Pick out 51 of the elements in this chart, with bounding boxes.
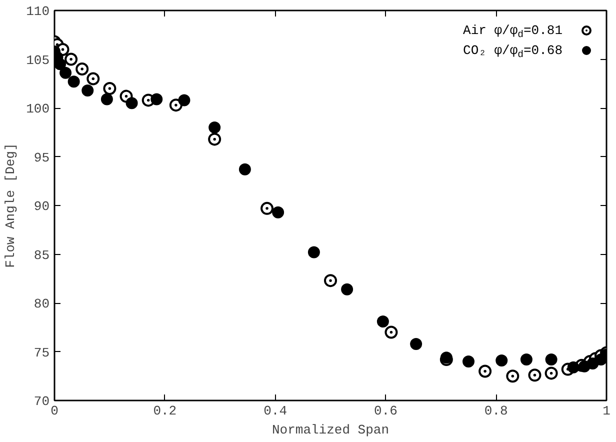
point (150, 93, 163, 106)
point (308, 246, 320, 258)
point (506, 370, 520, 383)
point (567, 361, 580, 374)
y-tick-label: 80 (34, 296, 50, 312)
point (478, 364, 492, 378)
point (169, 98, 182, 112)
point (341, 283, 354, 296)
point (520, 354, 532, 366)
x-tick-label: 0 (50, 404, 58, 418)
point (238, 163, 251, 176)
point (544, 366, 558, 380)
point (103, 82, 116, 95)
point (410, 338, 422, 350)
point (126, 97, 138, 110)
y-tick-label: 85 (34, 248, 50, 263)
point (376, 316, 389, 328)
point (324, 274, 337, 288)
point (76, 62, 89, 76)
y-tick-label: 105 (26, 52, 50, 68)
x-axis-title: Normalized Span (272, 422, 390, 438)
y-axis-title: Flow Angle [Deg] (3, 143, 18, 268)
y-tick-label: 70 (34, 394, 50, 409)
x-tick-label: 0.8 (484, 404, 508, 418)
x-tick-label: 1 (602, 404, 611, 418)
point (496, 354, 508, 367)
x-tick-label: 0.4 (264, 404, 288, 418)
x-tick-label: 0.6 (374, 404, 398, 418)
point (260, 202, 274, 215)
point (64, 52, 78, 66)
y-tick-label: 75 (34, 345, 50, 360)
point (68, 76, 80, 88)
point (208, 132, 222, 146)
y-tick-label: 90 (34, 199, 50, 214)
point (100, 93, 113, 106)
point (462, 356, 474, 368)
point (528, 368, 542, 382)
y-tick-label: 100 (26, 102, 50, 116)
point (384, 326, 398, 339)
point (440, 352, 452, 364)
point (208, 122, 221, 134)
y-tick-label: 110 (26, 4, 50, 19)
point (272, 206, 284, 218)
point (60, 66, 72, 79)
point (54, 58, 66, 70)
point (86, 72, 100, 86)
point (178, 94, 190, 106)
point (545, 354, 558, 366)
y-tick-label: 95 (34, 150, 50, 166)
x-tick-label: 0.2 (153, 404, 177, 418)
point (82, 84, 94, 96)
